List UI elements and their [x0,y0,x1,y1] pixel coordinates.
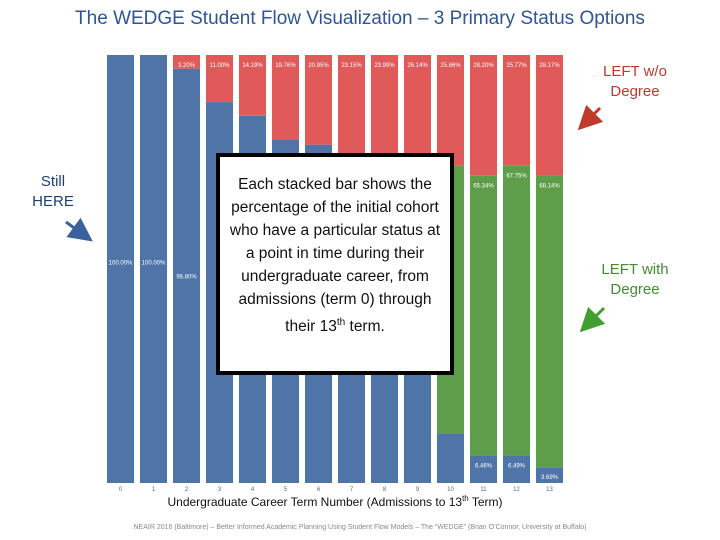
bar-segment-left-without-degree-term-4 [238,55,267,116]
x-tick-label-12: 12 [513,487,520,493]
x-tick-label-4: 4 [251,487,255,493]
data-label-left-without-degree-term-8: 23.99% [374,63,395,69]
data-label-left-without-degree-term-10: 25.86% [440,63,461,69]
still-here-label: Still HERE [18,172,88,212]
data-label-left-without-degree-term-11: 28.20% [473,63,494,69]
callout-text-end: term. [345,318,385,336]
x-tick-label-5: 5 [284,487,288,493]
data-label-left-without-degree-term-7: 23.15% [341,63,362,69]
bar-segment-left-without-degree-term-12 [502,55,531,166]
data-label-still-here-term-1: 100.00% [142,261,166,267]
x-tick-label-8: 8 [383,487,387,493]
data-label-left-without-degree-term-2: 3.20% [178,63,196,69]
bar-segment-left-without-degree-term-13 [535,55,564,176]
data-label-left-without-degree-term-9: 26.14% [407,63,428,69]
left-without-degree-label-line1: LEFT w/o [603,63,667,80]
x-tick-label-1: 1 [152,487,156,493]
x-tick-label-0: 0 [119,487,123,493]
callout-superscript: th [336,317,346,328]
bar-segment-left-without-degree-term-9 [403,55,432,167]
left-with-degree-label-line1: LEFT with [601,261,669,278]
bar-segment-still-here-term-12 [502,455,531,483]
data-label-left-without-degree-term-12: 25.77% [506,63,527,69]
bar-segment-still-here-term-0 [106,55,135,483]
data-label-still-here-term-12: 6.49% [508,463,526,469]
data-label-left-without-degree-term-6: 20.95% [308,63,329,69]
data-label-still-here-term-2: 96.80% [176,274,197,280]
data-label-left-with-degree-term-13: 68.14% [539,184,560,190]
bar-segment-left-without-degree-term-10 [436,55,465,166]
footer-citation: NEAIR 2016 (Baltimore) – Better Informed… [133,524,587,531]
left-with-degree-arrow [579,306,606,333]
data-label-left-with-degree-term-11: 65.34% [473,184,494,190]
still-here-label-line1: Still [40,173,66,190]
x-axis-title-text: Undergraduate Career Term Number (Admiss… [167,495,463,509]
bar-segment-left-without-degree-term-7 [337,55,366,155]
x-tick-label-7: 7 [350,487,354,493]
still-here-label-line2: HERE [32,193,74,210]
bar-segment-left-without-degree-term-5 [271,55,300,140]
x-tick-label-9: 9 [416,487,420,493]
data-label-left-with-degree-term-12: 67.75% [506,173,527,179]
data-label-left-without-degree-term-13: 28.17% [539,63,560,69]
bar-segment-still-here-term-10 [436,433,465,483]
bar-segment-left-with-degree-term-12 [502,165,531,456]
callout-box: Each stacked bar shows the percentage of… [216,153,454,375]
x-axis-title: Undergraduate Career Term Number (Admiss… [100,494,570,509]
left-without-degree-label: LEFT w/o Degree [580,62,690,102]
left-with-degree-label: LEFT with Degree [580,260,690,300]
bar-segment-still-here-term-1 [139,55,168,483]
data-label-still-here-term-0: 100.00% [109,261,133,267]
left-without-degree-arrow [577,104,604,131]
x-tick-label-13: 13 [546,487,553,493]
x-tick-label-2: 2 [185,487,189,493]
bar-segment-left-without-degree-term-11 [469,55,498,176]
x-tick-label-11: 11 [480,487,487,493]
x-tick-label-6: 6 [317,487,321,493]
bar-segment-left-with-degree-term-13 [535,175,564,468]
bar-segment-left-without-degree-term-2 [172,55,201,69]
bar-segment-still-here-term-13 [535,467,564,483]
bar-segment-left-with-degree-term-11 [469,175,498,456]
bar-segment-left-without-degree-term-6 [304,55,333,145]
data-label-left-without-degree-term-5: 19.76% [275,63,296,69]
bar-segment-left-without-degree-term-3 [205,55,234,103]
bar-segment-still-here-term-2 [172,68,201,484]
data-label-still-here-term-11: 6.46% [475,463,493,469]
x-axis-title-superscript: th [462,494,469,503]
bar-segment-still-here-term-11 [469,455,498,483]
still-here-arrow [65,217,93,242]
x-axis-title-end: Term) [468,495,503,509]
page-title: The WEDGE Student Flow Visualization – 3… [75,8,645,29]
data-label-still-here-term-13: 3.69% [541,475,559,481]
bar-segment-left-without-degree-term-8 [370,55,399,158]
data-label-left-without-degree-term-4: 14.19% [242,63,263,69]
callout-text: Each stacked bar shows the percentage of… [229,176,441,336]
left-with-degree-label-line2: Degree [610,281,660,298]
left-without-degree-label-line2: Degree [610,83,660,100]
x-tick-label-10: 10 [447,487,454,493]
data-label-left-without-degree-term-3: 11.00% [210,63,231,69]
x-tick-label-3: 3 [218,487,222,493]
